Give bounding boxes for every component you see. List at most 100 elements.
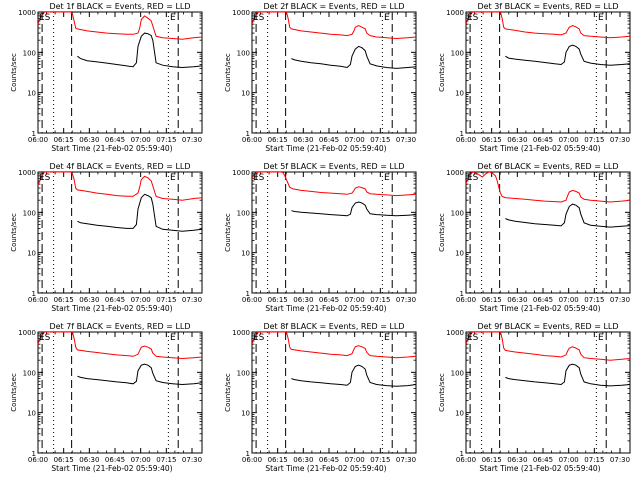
x-tick-label: 06:30 bbox=[293, 136, 313, 144]
series-line-black bbox=[505, 203, 630, 228]
marker-label-end: E bbox=[384, 173, 390, 183]
x-tick-label: 06:15 bbox=[54, 456, 74, 464]
x-tick-label: 06:30 bbox=[79, 136, 99, 144]
plot-frame bbox=[37, 331, 203, 454]
series-line-black bbox=[291, 45, 416, 69]
x-tick-label: 06:45 bbox=[105, 136, 125, 144]
chart-panel-2: Det 2f BLACK = Events, RED = LLD 1 10 100 10… bbox=[224, 2, 417, 153]
y-axis-label: Counts/sec bbox=[224, 373, 232, 412]
x-tick-label: 06:15 bbox=[54, 296, 74, 304]
x-tick-label: 06:45 bbox=[105, 296, 125, 304]
y-axis-label: Counts/sec bbox=[10, 53, 18, 92]
x-tick-label: 07:30 bbox=[182, 136, 202, 144]
series-line-red bbox=[466, 332, 630, 361]
x-tick-label: 07:15 bbox=[156, 296, 176, 304]
plot-frame bbox=[465, 171, 631, 294]
x-tick-label: 06:15 bbox=[268, 456, 288, 464]
series-line-black bbox=[77, 32, 202, 69]
y-tick-label: 10 bbox=[27, 90, 36, 98]
x-tick-label: 07:00 bbox=[559, 456, 579, 464]
x-tick-label: 07:00 bbox=[345, 296, 365, 304]
y-tick-label: 10 bbox=[241, 90, 250, 98]
x-tick-label: 06:15 bbox=[482, 456, 502, 464]
series-line-red bbox=[466, 12, 630, 39]
series-group bbox=[38, 12, 202, 133]
x-axis-label: Start Time (21-Feb-02 05:59:40) bbox=[479, 464, 600, 473]
marker-label-start: ES bbox=[467, 173, 479, 183]
x-tick-label: 06:30 bbox=[507, 296, 527, 304]
x-tick-label: 07:15 bbox=[370, 456, 390, 464]
y-tick-label: 100 bbox=[237, 49, 250, 57]
x-tick-label: 06:00 bbox=[242, 296, 262, 304]
x-tick-label: 06:30 bbox=[79, 456, 99, 464]
marker-label-start: ES bbox=[39, 13, 51, 23]
y-tick-label: 1 bbox=[460, 290, 464, 298]
x-tick-label: 07:15 bbox=[584, 456, 604, 464]
series-line-red bbox=[38, 332, 202, 360]
y-tick-label: 100 bbox=[23, 209, 36, 217]
marker-label-end: E bbox=[170, 173, 176, 183]
plot-frame bbox=[465, 11, 631, 134]
x-tick-label: 06:15 bbox=[54, 136, 74, 144]
x-tick-label: 07:15 bbox=[370, 296, 390, 304]
y-tick-label: 10 bbox=[455, 250, 464, 258]
series-line-red bbox=[38, 12, 202, 40]
x-tick-label: 07:30 bbox=[610, 456, 630, 464]
plot-frame bbox=[251, 331, 417, 454]
x-tick-label: 06:00 bbox=[28, 136, 48, 144]
marker-label-start: ES bbox=[467, 333, 479, 343]
x-tick-label: 06:45 bbox=[319, 136, 339, 144]
x-tick-label: 07:15 bbox=[584, 136, 604, 144]
y-tick-label: 1 bbox=[246, 450, 250, 458]
x-tick-label: 07:00 bbox=[559, 296, 579, 304]
chart-title: Det 7f BLACK = Events, RED = LLD bbox=[49, 322, 190, 331]
x-tick-label: 06:45 bbox=[533, 456, 553, 464]
marker-label-start: ES bbox=[39, 333, 51, 343]
x-tick-label: 06:45 bbox=[319, 456, 339, 464]
x-tick-label: 06:00 bbox=[456, 296, 476, 304]
y-tick-label: 1000 bbox=[232, 9, 250, 17]
y-tick-label: 100 bbox=[451, 369, 464, 377]
x-tick-label: 07:30 bbox=[610, 296, 630, 304]
x-tick-label: 07:00 bbox=[131, 296, 151, 304]
chart-panel-5: Det 5f BLACK = Events, RED = LLD 1 10 100 10… bbox=[224, 162, 417, 313]
x-tick-label: 06:45 bbox=[105, 456, 125, 464]
y-axis-label: Counts/sec bbox=[438, 53, 446, 92]
y-tick-label: 1000 bbox=[18, 169, 36, 177]
chart-title: Det 9f BLACK = Events, RED = LLD bbox=[477, 322, 618, 331]
y-tick-label: 100 bbox=[237, 369, 250, 377]
x-tick-label: 06:15 bbox=[268, 136, 288, 144]
y-tick-label: 1000 bbox=[18, 9, 36, 17]
chart-panel-8: Det 8f BLACK = Events, RED = LLD 1 10 100 10… bbox=[224, 322, 417, 473]
y-axis-label: Counts/sec bbox=[224, 53, 232, 92]
x-tick-label: 06:30 bbox=[79, 296, 99, 304]
x-tick-label: 06:00 bbox=[456, 456, 476, 464]
y-tick-label: 1 bbox=[460, 450, 464, 458]
x-tick-label: 07:00 bbox=[345, 456, 365, 464]
series-line-red bbox=[252, 332, 416, 359]
x-axis-label: Start Time (21-Feb-02 05:59:40) bbox=[51, 304, 172, 313]
x-tick-label: 06:00 bbox=[242, 136, 262, 144]
y-tick-label: 1 bbox=[460, 130, 464, 138]
x-tick-label: 07:00 bbox=[131, 136, 151, 144]
y-tick-label: 100 bbox=[23, 369, 36, 377]
series-line-black bbox=[291, 201, 416, 217]
x-tick-label: 07:30 bbox=[182, 296, 202, 304]
x-tick-label: 06:30 bbox=[293, 296, 313, 304]
x-tick-label: 07:00 bbox=[131, 456, 151, 464]
marker-label-end: E bbox=[384, 333, 390, 343]
y-tick-label: 1000 bbox=[232, 169, 250, 177]
marker-label-end: E bbox=[384, 13, 390, 23]
marker-label-start: ES bbox=[39, 173, 51, 183]
series-group bbox=[466, 12, 630, 133]
chart-panel-6: Det 6f BLACK = Events, RED = LLD 1 10 100 10… bbox=[438, 162, 631, 313]
marker-label-end: E bbox=[598, 173, 604, 183]
x-tick-label: 07:00 bbox=[559, 136, 579, 144]
marker-label-start: ES bbox=[253, 173, 265, 183]
y-tick-label: 10 bbox=[455, 410, 464, 418]
y-tick-label: 1 bbox=[246, 290, 250, 298]
marker-label-start: ES bbox=[253, 13, 265, 23]
x-tick-label: 07:15 bbox=[584, 296, 604, 304]
x-axis-label: Start Time (21-Feb-02 05:59:40) bbox=[265, 464, 386, 473]
y-tick-label: 1000 bbox=[446, 329, 464, 337]
